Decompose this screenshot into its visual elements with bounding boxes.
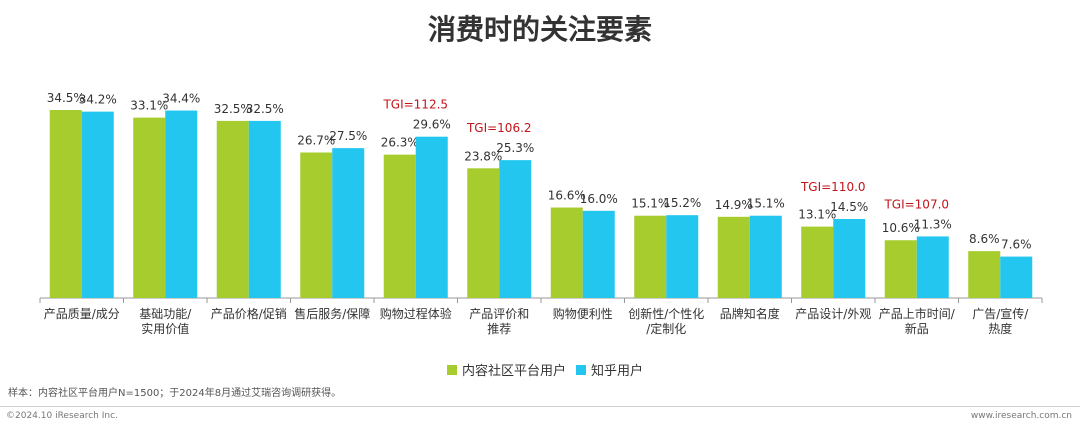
data-label-series2: 15.1%: [747, 197, 785, 211]
data-label-series1: 8.6%: [969, 232, 1000, 246]
chart-title: 消费时的关注要素: [427, 13, 652, 46]
data-label-series1: 15.1%: [631, 197, 669, 211]
category-label: 实用价值: [141, 321, 189, 336]
category-label: 产品上市时间/: [879, 306, 956, 321]
bar-series1: [550, 207, 583, 298]
data-label-series1: 26.3%: [381, 136, 419, 150]
bar-series2: [415, 136, 448, 298]
category-label: 品牌知名度: [720, 306, 780, 321]
category-label: 产品价格/促销: [211, 306, 287, 321]
data-label-series1: 33.1%: [130, 99, 168, 113]
data-label-series1: 26.7%: [297, 134, 335, 148]
category-label: 广告/宣传/: [972, 306, 1029, 321]
bar-series1: [717, 216, 750, 298]
bar-series2: [499, 160, 532, 298]
bar-series1: [383, 154, 416, 298]
bar-series1: [634, 215, 667, 298]
bar-series2: [749, 215, 782, 298]
bar-series2: [582, 210, 615, 298]
bar-series2: [332, 148, 365, 298]
data-label-series2: 27.5%: [329, 129, 367, 143]
category-label: 热度: [988, 321, 1012, 336]
footer-divider: [0, 406, 1080, 407]
data-label-series2: 7.6%: [1001, 238, 1032, 252]
data-label-series2: 11.3%: [914, 217, 952, 231]
bar-series1: [801, 226, 834, 298]
data-label-series2: 16.0%: [580, 192, 618, 206]
bar-series2: [248, 120, 281, 298]
bar-series1: [216, 120, 249, 298]
legend-swatch-series2: [576, 364, 587, 375]
category-label: 新品: [905, 321, 929, 336]
data-label-series2: 14.5%: [830, 200, 868, 214]
bar-series2: [833, 218, 866, 298]
bar-series2: [81, 111, 114, 298]
data-label-series2: 34.4%: [162, 92, 200, 106]
category-label: 购物过程体验: [380, 306, 452, 321]
bar-series1: [968, 251, 1001, 298]
data-label-series1: 10.6%: [882, 221, 920, 235]
category-label: 创新性/个性化: [628, 306, 704, 321]
bar-chart: 34.5%34.2% 产品质量/成分 33.1%34.4% 基础功能/实用价值 32.5…: [39, 91, 1043, 336]
legend-swatch-series1: [447, 364, 457, 375]
category-label: 售后服务/保障: [294, 306, 370, 321]
legend-label-series1: 内容社区平台用户: [462, 364, 567, 379]
tgi-annotation: TGI=107.0: [883, 197, 949, 211]
tgi-annotation: TGI=106.2: [466, 121, 532, 135]
category-label: 推荐: [487, 322, 511, 336]
data-label-series1: 34.5%: [47, 91, 85, 105]
bar-series2: [1000, 256, 1033, 298]
legend: 内容社区平台用户 知乎用户: [447, 360, 643, 379]
data-label-series1: 13.1%: [798, 208, 836, 222]
data-label-series2: 34.2%: [79, 93, 117, 107]
bar-series2: [666, 215, 699, 298]
bar-series2: [916, 236, 949, 298]
bar-series1: [300, 152, 333, 298]
source-note: 样本：内容社区平台用户N=1500；于2024年8月通过艾瑞咨询调研获得。: [8, 388, 342, 399]
category-label: /定制化: [646, 321, 686, 336]
data-label-series2: 32.5%: [246, 102, 284, 116]
tgi-annotation: TGI=112.5: [382, 98, 448, 112]
data-label-series1: 32.5%: [214, 102, 252, 116]
category-label: 产品评价和: [469, 307, 529, 321]
data-label-series2: 25.3%: [496, 141, 534, 155]
bar-series1: [884, 240, 917, 298]
footer-copyright: ©2024.10 iResearch Inc.: [6, 411, 118, 421]
data-label-series1: 23.8%: [464, 149, 502, 163]
bar-series1: [467, 168, 500, 298]
category-label: 购物便利性: [553, 306, 613, 321]
category-label: 基础功能/: [139, 307, 192, 321]
bar-series2: [165, 110, 198, 299]
legend-label-series2: 知乎用户: [591, 364, 644, 379]
tgi-annotation: TGI=110.0: [800, 180, 866, 194]
data-label-series2: 15.2%: [663, 196, 701, 210]
bar-series1: [49, 110, 82, 298]
category-label: 产品设计/外观: [795, 307, 871, 321]
data-label-series2: 29.6%: [413, 118, 451, 132]
footer-website: www.iresearch.com.cn: [970, 411, 1072, 421]
bar-series1: [133, 117, 166, 298]
data-label-series1: 16.6%: [548, 189, 586, 203]
legend-item-series1: 内容社区平台用户: [447, 360, 566, 379]
legend-item-series2: 知乎用户: [576, 360, 643, 379]
data-label-series1: 14.9%: [715, 198, 753, 212]
category-label: 产品质量/成分: [44, 307, 120, 321]
